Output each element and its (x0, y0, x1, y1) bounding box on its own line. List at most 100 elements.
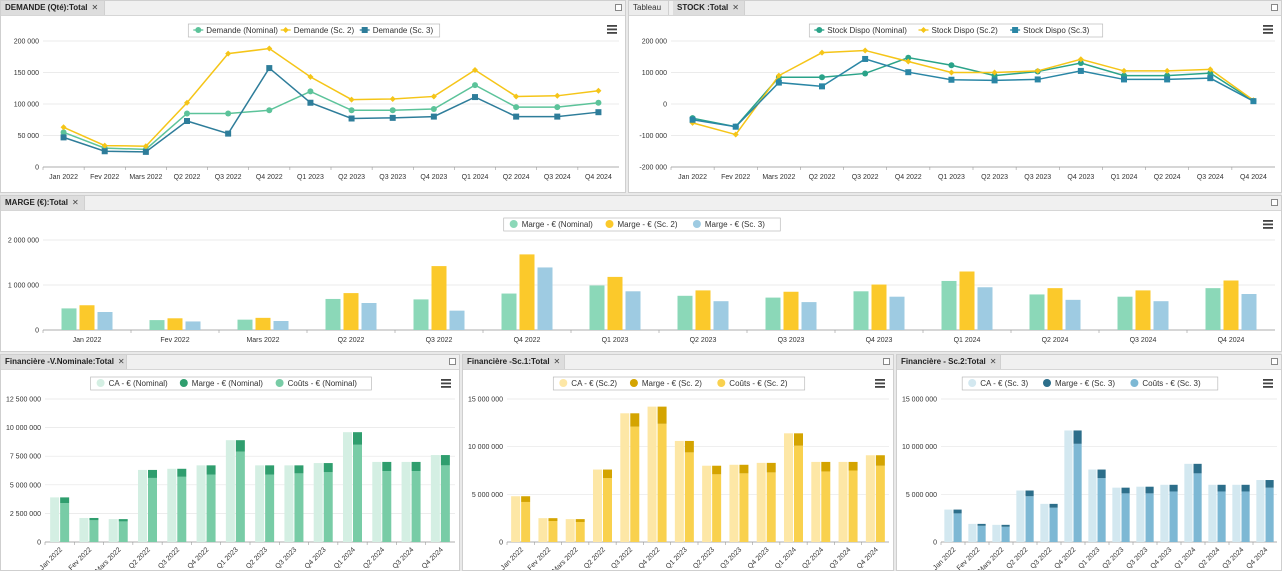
bar-marge (1049, 503, 1058, 508)
close-icon[interactable]: ✕ (91, 3, 99, 12)
legend-marker (816, 27, 823, 33)
bar (589, 285, 605, 330)
tab-label: Financière -Sc.1:Total (467, 357, 550, 366)
bar-marge (739, 464, 749, 474)
data-point (1121, 67, 1127, 74)
bar-couts (739, 473, 749, 542)
menu-icon[interactable] (1263, 25, 1273, 34)
legend-label: Marge - € (Sc. 3) (1055, 379, 1115, 388)
x-tick-label: Jan 2022 (73, 337, 102, 344)
maximize-icon[interactable] (1271, 4, 1278, 11)
bar-ca (284, 465, 294, 542)
bar-ca (756, 462, 766, 542)
x-tick-label: Q4 2023 (420, 174, 447, 181)
close-icon[interactable]: ✕ (553, 357, 561, 366)
tab-stock[interactable]: STOCK :Total ✕ (673, 1, 745, 15)
tab-demande[interactable]: DEMANDE (Qté):Total ✕ (1, 1, 105, 15)
maximize-icon[interactable] (615, 4, 622, 11)
x-tick-label: Q2 2022 (174, 174, 201, 181)
bar (801, 302, 817, 330)
bar (185, 321, 201, 330)
data-point (554, 104, 561, 111)
x-tick-label: Q3 2024 (1197, 174, 1224, 181)
bar-couts (1193, 473, 1202, 542)
bar-couts (848, 470, 858, 542)
bar-marge (206, 465, 216, 475)
bar-ca (729, 464, 739, 542)
bar-marge (848, 461, 858, 471)
x-tick-label: Q2 2023 (692, 546, 716, 570)
series-markers (689, 55, 1257, 130)
tab-bar: MARGE (€):Total ✕ (1, 196, 1281, 211)
menu-icon[interactable] (607, 25, 617, 34)
menu-icon[interactable] (875, 379, 885, 388)
x-tick-label: Q2 2023 (338, 174, 365, 181)
x-tick-label: Q3 2024 (544, 174, 571, 181)
menu-icon[interactable] (1263, 379, 1273, 388)
bar-marge (1001, 524, 1010, 527)
x-tick-label: Q4 2022 (638, 546, 662, 570)
tab-label: Tableau (633, 3, 662, 12)
bar (361, 303, 377, 330)
tab-fin-sc1[interactable]: Financière -Sc.1:Total ✕ (463, 355, 565, 369)
maximize-icon[interactable] (883, 358, 890, 365)
data-point (862, 70, 869, 77)
x-tick-label: Q1 2023 (216, 546, 240, 570)
bar-marge (440, 455, 450, 466)
data-point (595, 109, 602, 116)
close-icon[interactable]: ✕ (117, 357, 125, 366)
bar-marge (1169, 484, 1178, 492)
maximize-icon[interactable] (1271, 358, 1278, 365)
bar (273, 321, 289, 330)
bar (713, 301, 729, 330)
data-point (775, 79, 782, 86)
menu-icon-line (1263, 25, 1273, 27)
legend-swatch (629, 379, 638, 387)
menu-icon[interactable] (441, 379, 451, 388)
bar-marge (60, 497, 70, 504)
bar-marge (89, 517, 99, 521)
menu-icon[interactable] (1263, 220, 1273, 229)
bar (255, 317, 271, 330)
legend-swatch (275, 379, 284, 387)
legend-label: Marge - € (Sc. 2) (642, 379, 702, 388)
x-tick-label: Q3 2024 (829, 546, 853, 570)
data-point (862, 55, 869, 62)
legend-label: Stock Dispo (Sc.2) (932, 26, 999, 35)
x-tick-label: Q2 2023 (690, 337, 717, 344)
tab-marge[interactable]: MARGE (€):Total ✕ (1, 196, 85, 210)
data-point (1250, 98, 1257, 105)
close-icon[interactable]: ✕ (989, 357, 997, 366)
bar-marge (766, 462, 776, 473)
legend-label: Coûts - € (Nominal) (288, 379, 358, 388)
menu-icon-line (1263, 28, 1273, 31)
bar-ca (511, 496, 521, 542)
maximize-icon[interactable] (1271, 199, 1278, 206)
close-icon[interactable]: ✕ (71, 198, 79, 207)
data-point (513, 113, 520, 120)
menu-icon-line (607, 28, 617, 31)
data-point (472, 94, 478, 101)
tab-tableau[interactable]: Tableau (629, 1, 669, 15)
x-tick-label: Q3 2023 (379, 174, 406, 181)
bar-ca (968, 523, 977, 542)
menu-icon-line (607, 25, 617, 27)
legend-label: Demande (Sc. 2) (294, 26, 355, 35)
legend-label: Coûts - € (Sc. 3) (1142, 379, 1201, 388)
y-tick-label: 50 000 (18, 133, 40, 140)
close-icon[interactable]: ✕ (732, 3, 739, 12)
legend-swatch (179, 379, 188, 387)
maximize-icon[interactable] (449, 358, 456, 365)
x-tick-label: Q4 2022 (256, 174, 283, 181)
tab-fin-sc2[interactable]: Financière - Sc.2:Total ✕ (897, 355, 1001, 369)
tab-bar: DEMANDE (Qté):Total ✕ (1, 1, 625, 16)
x-tick-label: Jan 2022 (500, 546, 525, 571)
bar (1153, 301, 1169, 330)
bar-ca (538, 518, 548, 542)
data-point (266, 65, 273, 72)
x-tick-label: Q1 2024 (1173, 546, 1197, 570)
data-point (1077, 67, 1084, 74)
y-tick-label: 0 (499, 540, 503, 547)
tab-fin-nominal[interactable]: Financière -V.Nominale:Total ✕ (1, 355, 127, 369)
y-tick-label: 200 000 (14, 39, 39, 46)
